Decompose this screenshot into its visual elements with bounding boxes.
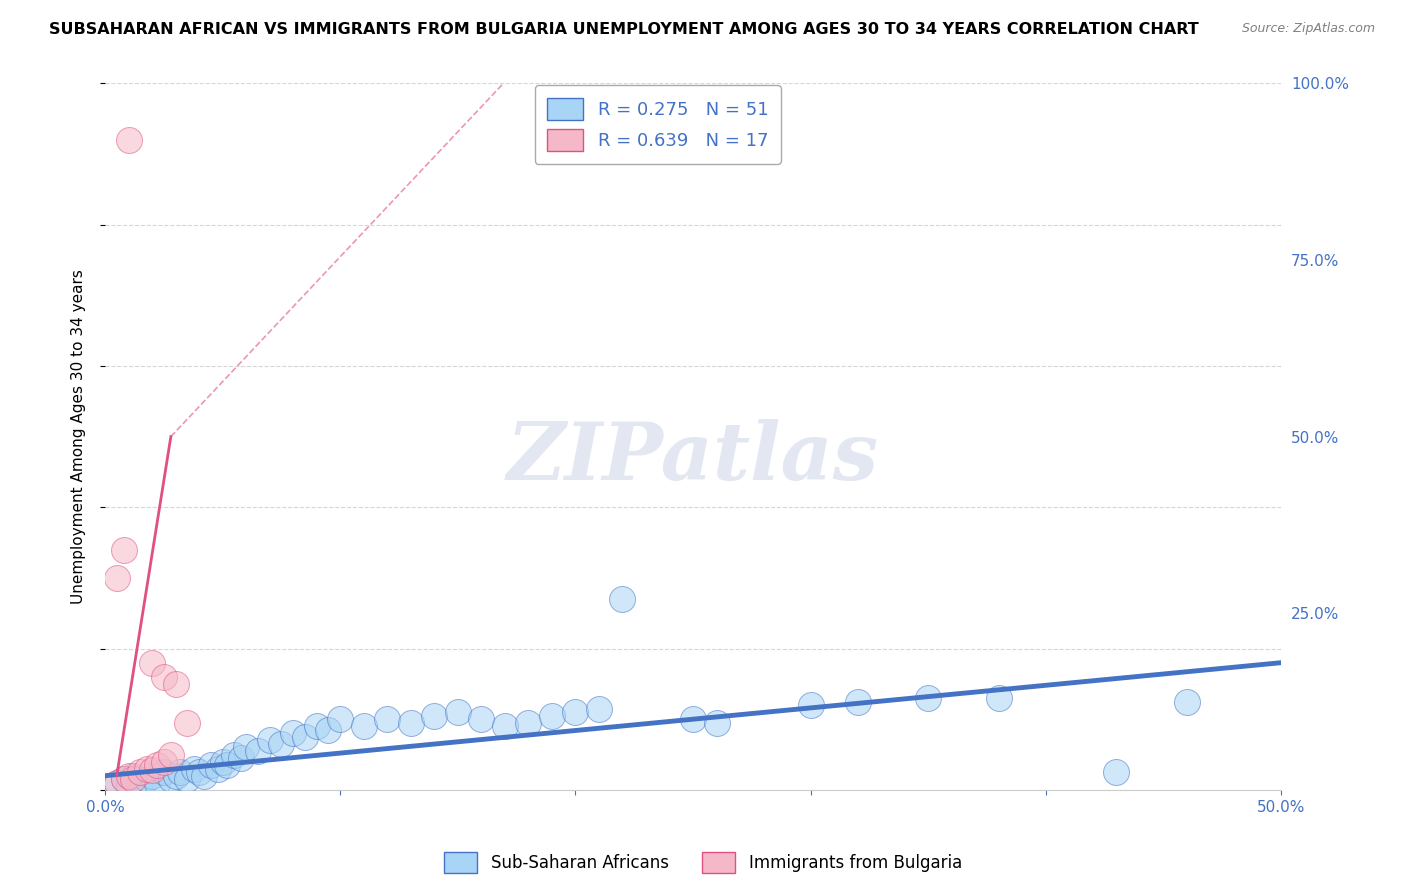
Point — [193, 769, 215, 783]
Point — [706, 715, 728, 730]
Point — [117, 780, 139, 794]
Point — [846, 694, 869, 708]
Point — [169, 765, 191, 780]
Point — [122, 772, 145, 787]
Point — [353, 719, 375, 733]
Point — [682, 712, 704, 726]
Point — [105, 776, 128, 790]
Point — [141, 763, 163, 777]
Point — [117, 133, 139, 147]
Point — [494, 719, 516, 733]
Point — [211, 755, 233, 769]
Point — [283, 726, 305, 740]
Point — [231, 751, 253, 765]
Point — [423, 708, 446, 723]
Point — [129, 765, 152, 780]
Point — [122, 769, 145, 783]
Point — [112, 772, 135, 787]
Point — [917, 691, 939, 706]
Point — [117, 769, 139, 783]
Point — [541, 708, 564, 723]
Point — [112, 772, 135, 787]
Point — [217, 758, 239, 772]
Point — [1175, 694, 1198, 708]
Point — [160, 747, 183, 762]
Legend: Sub-Saharan Africans, Immigrants from Bulgaria: Sub-Saharan Africans, Immigrants from Bu… — [437, 846, 969, 880]
Text: Source: ZipAtlas.com: Source: ZipAtlas.com — [1241, 22, 1375, 36]
Point — [152, 765, 174, 780]
Point — [517, 715, 540, 730]
Point — [318, 723, 340, 737]
Point — [188, 765, 211, 780]
Point — [399, 715, 422, 730]
Point — [183, 762, 205, 776]
Point — [800, 698, 823, 712]
Point — [105, 571, 128, 585]
Point — [588, 701, 610, 715]
Point — [987, 691, 1010, 706]
Point — [136, 772, 159, 787]
Point — [612, 592, 634, 607]
Legend: R = 0.275   N = 51, R = 0.639   N = 17: R = 0.275 N = 51, R = 0.639 N = 17 — [534, 86, 780, 164]
Point — [470, 712, 492, 726]
Point — [152, 755, 174, 769]
Point — [259, 733, 281, 747]
Point — [141, 656, 163, 670]
Point — [165, 769, 187, 783]
Point — [141, 769, 163, 783]
Point — [564, 705, 586, 719]
Point — [145, 776, 167, 790]
Point — [105, 776, 128, 790]
Point — [160, 772, 183, 787]
Point — [305, 719, 328, 733]
Point — [246, 744, 269, 758]
Point — [176, 715, 198, 730]
Point — [447, 705, 470, 719]
Point — [136, 762, 159, 776]
Point — [235, 740, 257, 755]
Text: ZIPatlas: ZIPatlas — [508, 419, 879, 497]
Text: SUBSAHARAN AFRICAN VS IMMIGRANTS FROM BULGARIA UNEMPLOYMENT AMONG AGES 30 TO 34 : SUBSAHARAN AFRICAN VS IMMIGRANTS FROM BU… — [49, 22, 1199, 37]
Point — [176, 772, 198, 787]
Point — [329, 712, 352, 726]
Point — [270, 737, 292, 751]
Point — [207, 762, 229, 776]
Point — [200, 758, 222, 772]
Point — [224, 747, 246, 762]
Point — [165, 677, 187, 691]
Point — [1105, 765, 1128, 780]
Y-axis label: Unemployment Among Ages 30 to 34 years: Unemployment Among Ages 30 to 34 years — [72, 269, 86, 604]
Point — [112, 542, 135, 557]
Point — [129, 776, 152, 790]
Point — [145, 758, 167, 772]
Point — [375, 712, 398, 726]
Point — [152, 670, 174, 684]
Point — [294, 730, 316, 744]
